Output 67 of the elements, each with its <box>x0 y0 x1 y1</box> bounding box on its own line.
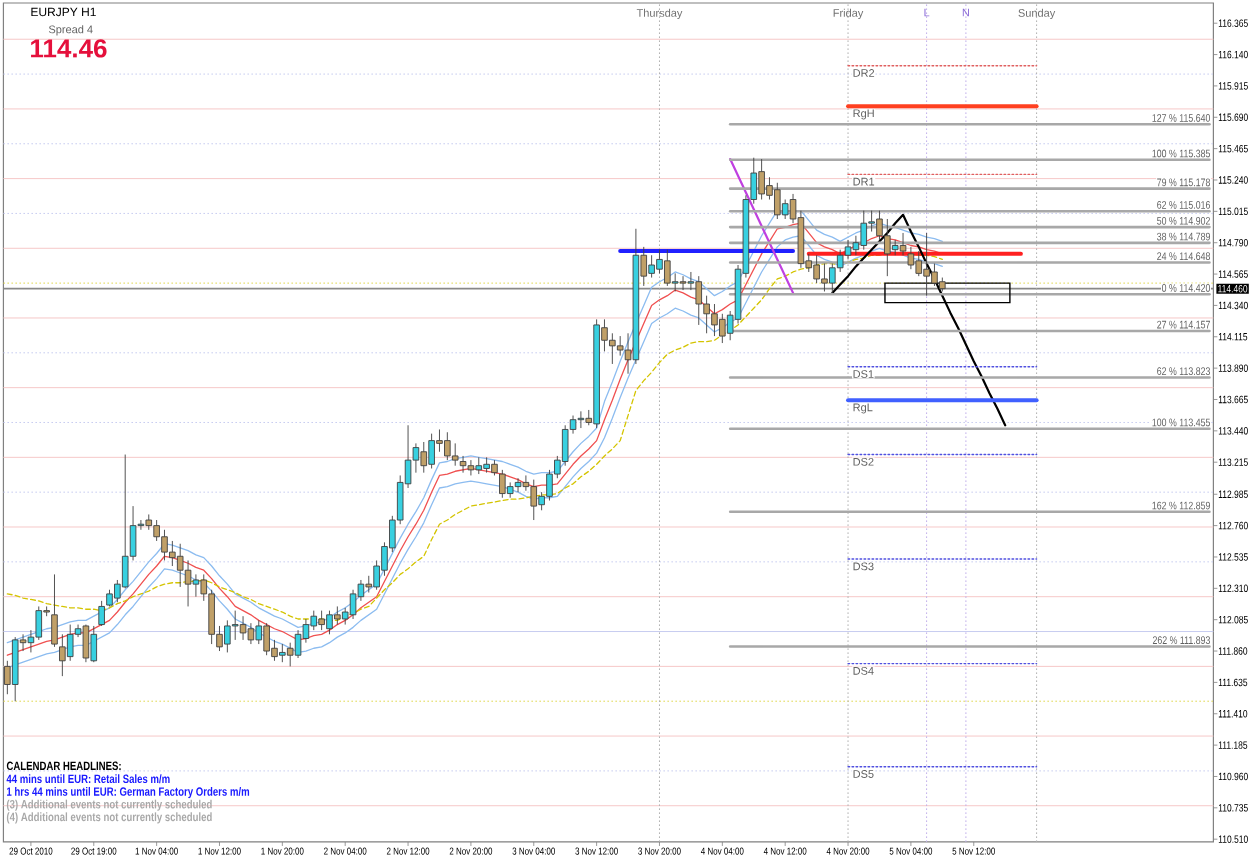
candlestick <box>915 250 923 277</box>
candlestick <box>884 218 891 277</box>
candlestick <box>467 459 475 476</box>
candlestick <box>98 600 105 626</box>
candlestick <box>192 573 200 598</box>
candlestick <box>90 625 98 662</box>
candlestick <box>844 239 852 260</box>
candlestick <box>593 318 600 429</box>
candlestick <box>609 332 616 365</box>
candlestick <box>813 254 820 284</box>
candlestick <box>263 622 270 656</box>
candlestick <box>176 543 184 588</box>
candlestick <box>475 456 483 475</box>
candlestick <box>82 625 90 663</box>
candlestick <box>891 239 899 256</box>
candlestick <box>184 560 192 607</box>
candlestick <box>444 431 451 461</box>
candlestick <box>294 629 302 659</box>
candlestick <box>286 642 294 667</box>
candlestick <box>632 228 640 365</box>
candlestick <box>506 481 514 499</box>
candlestick <box>51 573 58 648</box>
candlestick <box>326 610 333 635</box>
candlestick <box>247 622 255 645</box>
candlestick <box>35 605 43 641</box>
candlestick <box>719 313 726 344</box>
candlestick <box>66 624 74 662</box>
candlestick <box>829 263 836 294</box>
candlestick <box>774 182 781 220</box>
candlestick <box>334 605 341 626</box>
candlestick <box>561 424 569 467</box>
candlestick <box>318 610 325 631</box>
candlestick <box>169 540 176 567</box>
candlestick <box>907 246 915 270</box>
candlestick <box>231 610 239 641</box>
candlestick <box>420 441 428 474</box>
candlestick <box>255 619 263 645</box>
candlestick <box>664 249 671 287</box>
candlestick <box>161 529 168 561</box>
annotation: 114.46 <box>31 39 107 58</box>
candlestick <box>648 254 655 278</box>
candlestick <box>483 456 490 474</box>
candlestick <box>616 335 624 357</box>
candlestick <box>514 477 522 493</box>
candlestick <box>695 275 703 326</box>
candlestick <box>349 589 357 620</box>
candlestick <box>59 633 66 677</box>
candlestick <box>711 303 718 337</box>
candlestick <box>923 232 930 297</box>
candlestick <box>310 610 318 631</box>
candlestick <box>459 455 467 474</box>
candlestick <box>428 433 435 469</box>
candlestick <box>239 615 247 641</box>
candlestick <box>758 158 765 200</box>
candlestick <box>145 514 153 531</box>
candlestick <box>530 479 538 521</box>
candlestick <box>679 275 687 291</box>
candlestick <box>499 469 506 499</box>
candlestick <box>451 442 459 467</box>
candlestick <box>11 636 19 702</box>
candlestick <box>821 263 828 292</box>
candlestick <box>279 643 286 663</box>
candlestick <box>577 410 585 429</box>
candlestick <box>106 589 113 606</box>
candlestick <box>931 263 938 287</box>
candlestick <box>224 619 231 653</box>
candlestick <box>860 210 868 251</box>
